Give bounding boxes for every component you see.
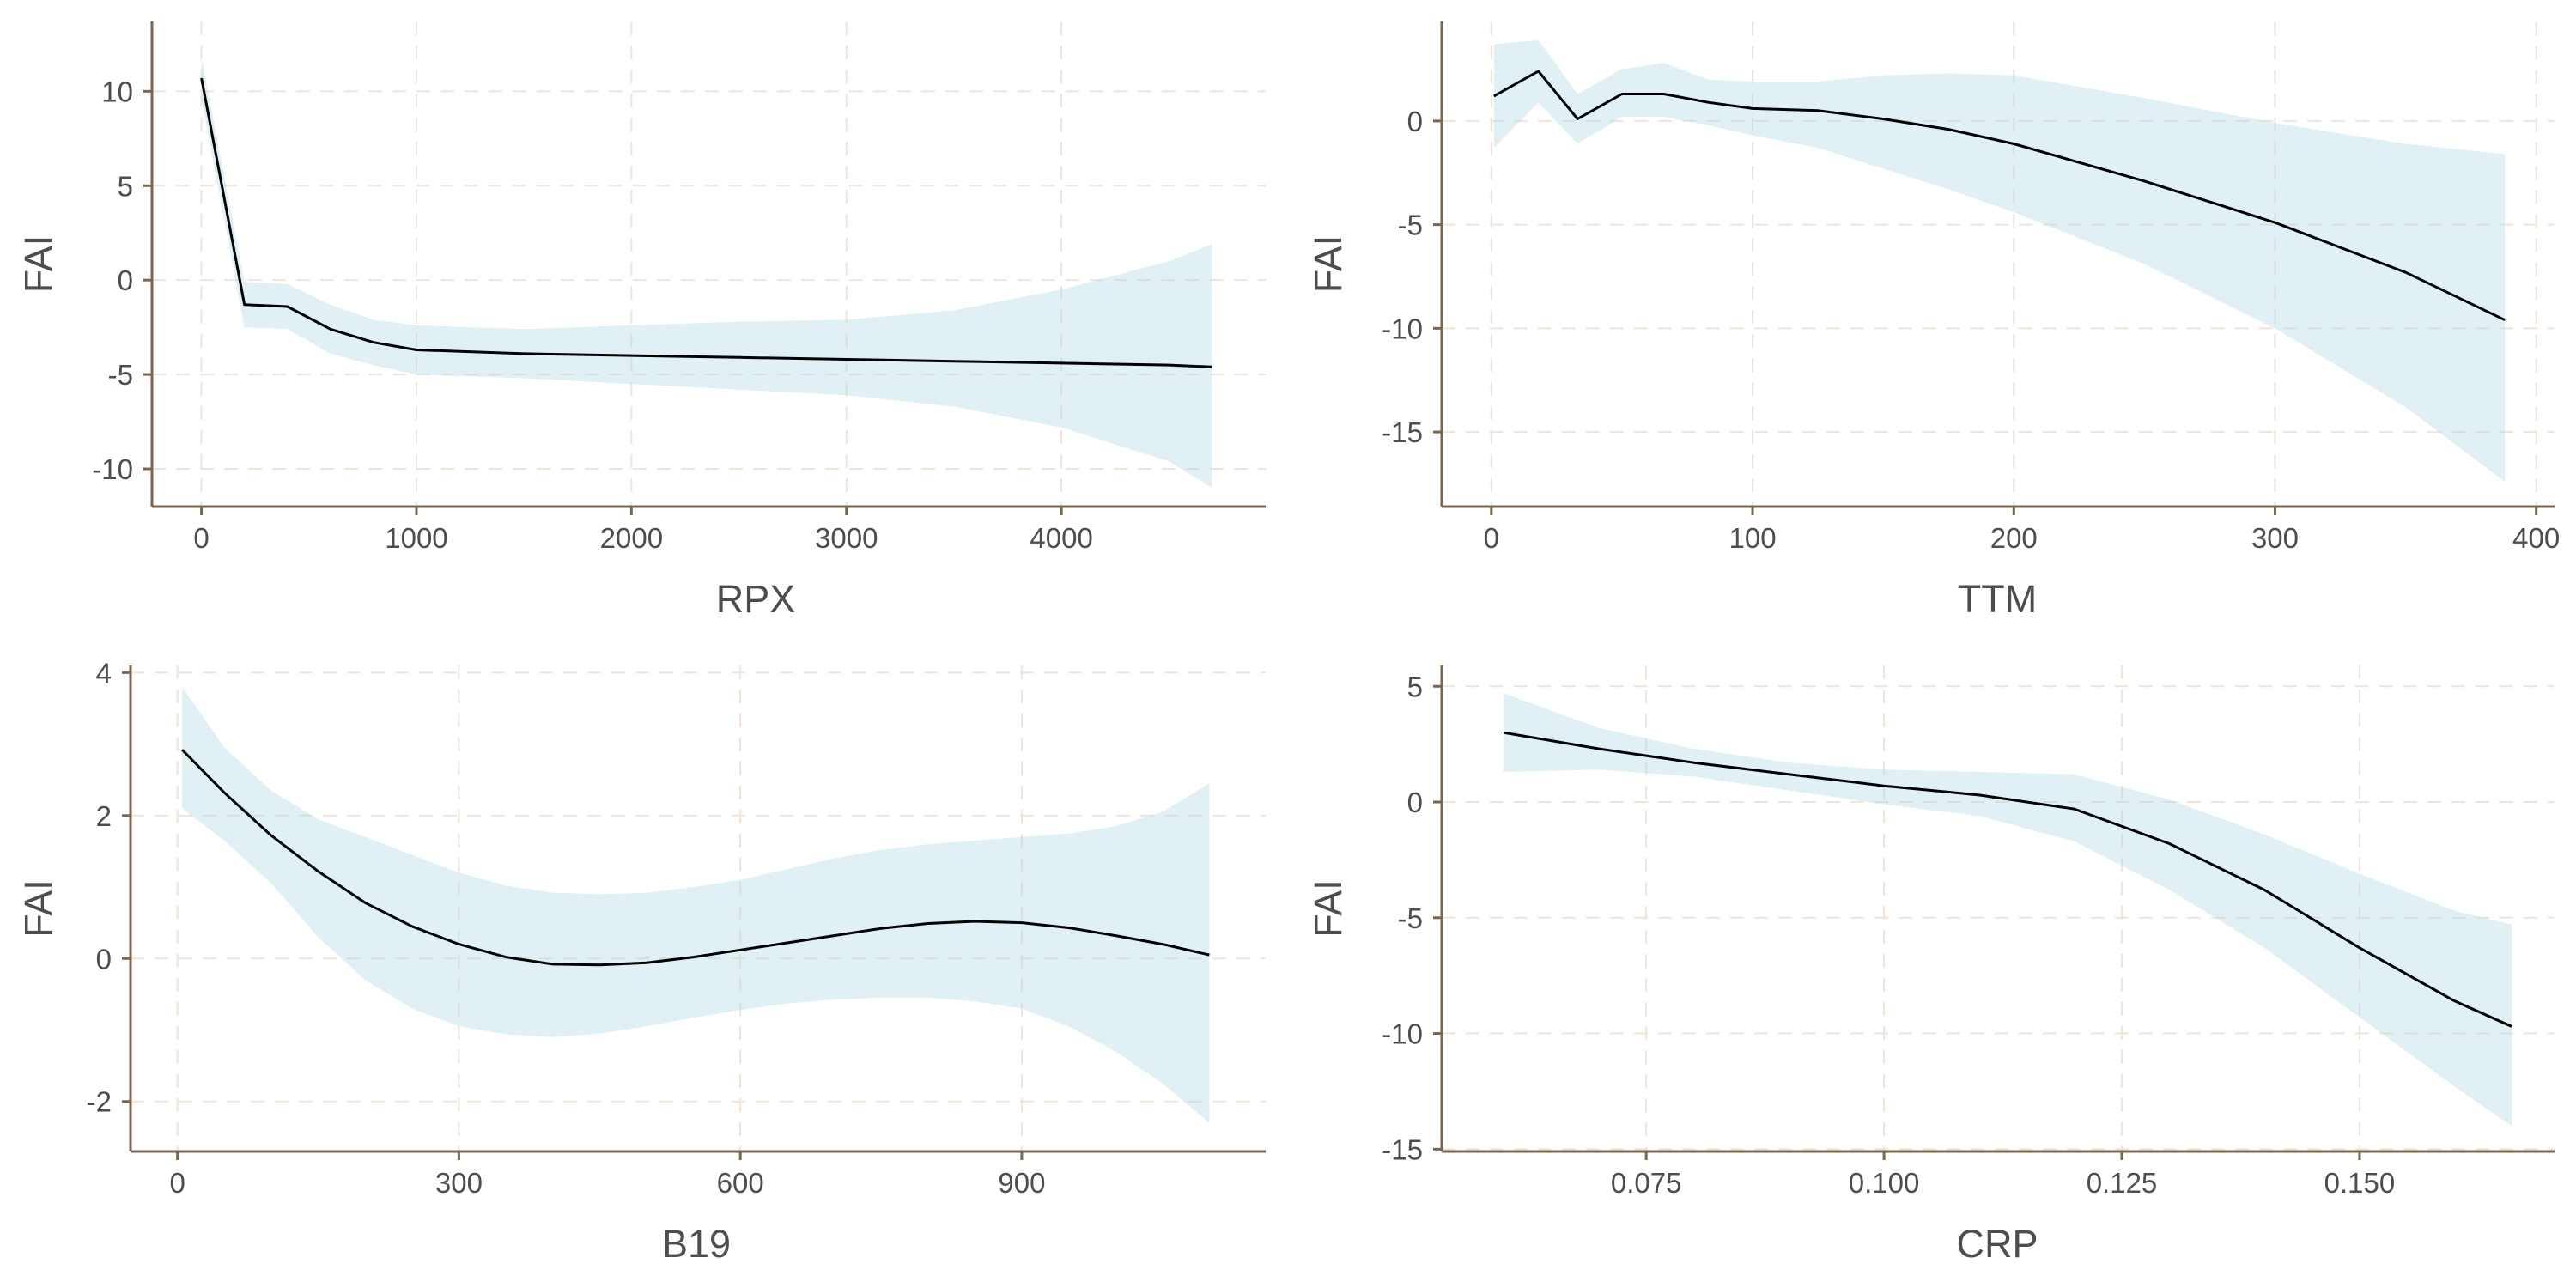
x-axis-title: TTM	[1958, 577, 2037, 621]
y-axis-title: FAI	[16, 879, 60, 938]
y-tick-label: -10	[1382, 313, 1423, 344]
x-tick-label: 0	[193, 522, 209, 554]
y-tick-label: 5	[1407, 671, 1423, 702]
y-tick-label: 4	[96, 657, 112, 689]
y-tick-label: 10	[101, 76, 133, 107]
y-tick-label: 0	[118, 264, 133, 296]
x-tick-label: 0.125	[2087, 1167, 2158, 1199]
x-axis-title: B19	[662, 1222, 731, 1266]
x-tick-label: 900	[998, 1167, 1045, 1199]
panel-ttm: 0 100 200 300 400 0 -5 -10 -15 TTM FAI	[1306, 21, 2560, 621]
y-tick-label: -10	[92, 453, 133, 485]
confidence-ribbon	[1493, 39, 2506, 482]
fitted-line	[1503, 731, 2512, 1028]
y-tick-label: -5	[1398, 210, 1423, 241]
y-tick-label: 0	[96, 943, 112, 975]
y-tick-label: -5	[108, 359, 133, 391]
panel-b19: 0 300 600 900 4 2 0 -2 B19 FAI	[16, 657, 1266, 1266]
panel-crp: 0.075 0.100 0.125 0.150 5 0 -5 -10 -15 CRP FAI	[1306, 665, 2555, 1266]
fitted-line	[181, 749, 1210, 967]
x-tick-label: 0	[169, 1167, 185, 1199]
confidence-ribbon	[201, 57, 1212, 489]
x-tick-label: 100	[1728, 522, 1776, 554]
y-tick-label: -15	[1382, 416, 1423, 448]
y-axis-title: FAI	[1306, 235, 1350, 294]
x-tick-label: 2000	[600, 522, 663, 554]
confidence-ribbon	[1504, 693, 2512, 1127]
y-tick-label: -2	[87, 1086, 112, 1118]
x-tick-label: 4000	[1030, 522, 1092, 554]
panel-rpx: 0 1000 2000 3000 4000 10 5 0 -5 -10 RPX FAI	[16, 21, 1266, 621]
y-tick-label: 0	[1407, 787, 1423, 818]
x-tick-label: 0.150	[2324, 1167, 2396, 1199]
y-tick-label: -15	[1382, 1133, 1423, 1165]
fitted-line	[200, 77, 1212, 368]
y-tick-label: 0	[1407, 106, 1423, 137]
confidence-ribbon	[182, 687, 1210, 1123]
y-tick-label: 5	[118, 170, 133, 202]
y-axis-title: FAI	[16, 235, 60, 294]
x-axis-title: RPX	[716, 577, 796, 621]
x-tick-label: 0	[1484, 522, 1499, 554]
y-tick-label: 2	[96, 800, 112, 832]
x-tick-label: 3000	[815, 522, 878, 554]
x-tick-label: 1000	[385, 522, 447, 554]
fitted-line	[1493, 70, 2506, 322]
x-axis-title: CRP	[1956, 1222, 2038, 1266]
y-tick-label: -10	[1382, 1018, 1423, 1050]
x-tick-label: 300	[2251, 522, 2299, 554]
y-tick-label: -5	[1398, 902, 1423, 934]
y-axis-title: FAI	[1306, 879, 1350, 938]
x-tick-label: 400	[2512, 522, 2560, 554]
x-tick-label: 300	[435, 1167, 483, 1199]
x-tick-label: 600	[717, 1167, 764, 1199]
x-tick-label: 0.100	[1849, 1167, 1920, 1199]
x-tick-label: 200	[1990, 522, 2038, 554]
x-tick-label: 0.075	[1611, 1167, 1682, 1199]
